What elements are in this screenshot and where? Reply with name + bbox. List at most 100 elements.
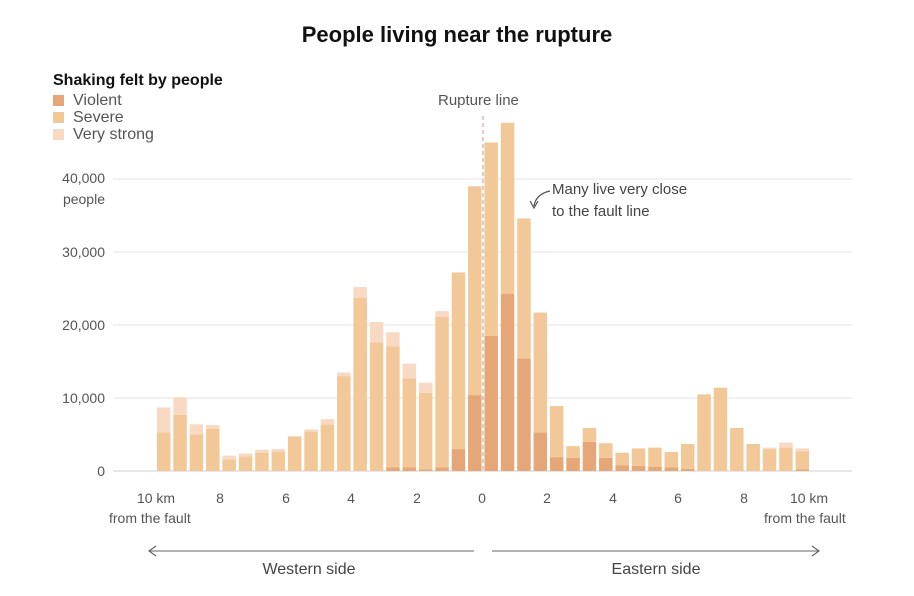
x-tick-east-2: 2 bbox=[543, 490, 551, 506]
bar-very-strong-12 bbox=[353, 287, 367, 298]
bar-very-strong-4 bbox=[222, 455, 236, 460]
x-unit-right: from the fault bbox=[764, 510, 846, 526]
bar-severe-8 bbox=[287, 436, 302, 471]
bar-violent-23 bbox=[533, 432, 548, 471]
chart-title: People living near the rupture bbox=[301, 22, 613, 47]
bar-very-strong-10 bbox=[320, 419, 335, 425]
bar-very-strong-16 bbox=[418, 382, 433, 393]
legend-swatch-violent bbox=[53, 95, 64, 106]
bar-violent-15 bbox=[402, 467, 417, 471]
callout-arrowhead bbox=[529, 200, 539, 210]
bar-violent-20 bbox=[484, 335, 498, 471]
bar-violent-39 bbox=[795, 469, 810, 471]
y-tick-10000: 10,000 bbox=[62, 390, 105, 406]
bar-severe-1 bbox=[173, 414, 187, 471]
bar-severe-33 bbox=[697, 394, 711, 471]
bar-severe-15 bbox=[402, 378, 417, 468]
x-tick-zero: 0 bbox=[478, 490, 486, 506]
callout-arrow-curve bbox=[533, 190, 551, 207]
bar-very-strong-15 bbox=[402, 363, 417, 379]
y-unit-label: people bbox=[62, 191, 105, 207]
bar-violent-14 bbox=[386, 467, 400, 471]
x-tick-west-2: 2 bbox=[413, 490, 421, 506]
bar-violent-22 bbox=[517, 358, 531, 471]
bar-violent-26 bbox=[582, 441, 597, 471]
bar-severe-29 bbox=[631, 448, 646, 466]
y-tick-20000: 20,000 bbox=[62, 317, 105, 333]
bar-severe-19 bbox=[468, 186, 482, 396]
bar-severe-39 bbox=[795, 451, 810, 470]
bar-violent-17 bbox=[435, 467, 449, 471]
bar-severe-20 bbox=[484, 142, 498, 336]
x-unit-left: from the fault bbox=[109, 510, 191, 526]
bar-severe-38 bbox=[779, 447, 793, 471]
x-tick-east-10: 10 km bbox=[789, 490, 829, 506]
bar-violent-16 bbox=[418, 469, 433, 471]
bar-severe-10 bbox=[320, 424, 335, 471]
bar-severe-4 bbox=[222, 459, 236, 471]
bar-violent-32 bbox=[680, 468, 695, 471]
bar-very-strong-14 bbox=[386, 332, 400, 347]
bar-severe-14 bbox=[386, 346, 400, 468]
bar-severe-22 bbox=[517, 218, 531, 359]
bar-severe-28 bbox=[615, 452, 629, 466]
bar-severe-2 bbox=[189, 434, 204, 471]
bar-violent-31 bbox=[664, 467, 679, 471]
bar-severe-27 bbox=[599, 443, 613, 458]
bar-severe-12 bbox=[353, 297, 367, 471]
bar-severe-32 bbox=[680, 443, 695, 469]
legend-swatch-severe bbox=[53, 112, 64, 123]
x-tick-west-10: 10 km bbox=[136, 490, 176, 506]
bar-severe-13 bbox=[369, 342, 384, 471]
bar-severe-37 bbox=[762, 449, 777, 471]
bar-severe-11 bbox=[337, 376, 351, 471]
bar-very-strong-9 bbox=[304, 429, 318, 432]
legend-swatch-very-strong bbox=[53, 129, 64, 140]
bar-severe-31 bbox=[664, 452, 679, 468]
bar-violent-24 bbox=[549, 457, 564, 471]
bar-severe-35 bbox=[730, 427, 744, 471]
western-arrowhead bbox=[147, 545, 157, 557]
legend-label-very-strong: Very strong bbox=[73, 126, 154, 143]
y-tick-30000: 30,000 bbox=[62, 244, 105, 260]
bar-violent-21 bbox=[500, 293, 515, 471]
bar-severe-6 bbox=[255, 452, 269, 471]
bar-severe-17 bbox=[435, 316, 449, 468]
bar-very-strong-38 bbox=[779, 442, 793, 448]
y-tick-0: 0 bbox=[97, 463, 105, 479]
legend-item-severe: Severe bbox=[53, 109, 223, 126]
bar-very-strong-5 bbox=[238, 453, 253, 457]
eastern-side-label: Eastern side bbox=[611, 561, 701, 578]
bar-very-strong-39 bbox=[795, 448, 810, 452]
bar-very-strong-8 bbox=[287, 435, 302, 437]
bar-severe-21 bbox=[500, 122, 515, 294]
bar-severe-34 bbox=[713, 387, 728, 471]
rupture-line-label: Rupture line bbox=[438, 92, 519, 109]
y-tick-40000: 40,000 bbox=[62, 170, 105, 186]
callout-line2: to the fault line bbox=[552, 203, 650, 220]
bar-very-strong-37 bbox=[762, 447, 777, 450]
bar-severe-18 bbox=[451, 272, 466, 450]
x-tick-west-8: 8 bbox=[216, 490, 224, 506]
bar-very-strong-17 bbox=[435, 311, 449, 317]
x-tick-west-4: 4 bbox=[347, 490, 355, 506]
bar-severe-16 bbox=[418, 392, 433, 470]
bar-severe-23 bbox=[533, 312, 548, 433]
legend: Shaking felt by people Violent Severe Ve… bbox=[53, 72, 223, 143]
bar-severe-7 bbox=[271, 451, 286, 471]
bar-violent-30 bbox=[648, 466, 662, 471]
bar-severe-25 bbox=[566, 446, 580, 458]
bar-severe-9 bbox=[304, 431, 318, 471]
bar-very-strong-2 bbox=[189, 424, 204, 435]
bar-very-strong-6 bbox=[255, 449, 269, 453]
bar-violent-27 bbox=[599, 457, 613, 471]
x-tick-east-4: 4 bbox=[609, 490, 617, 506]
x-tick-east-6: 6 bbox=[674, 490, 682, 506]
legend-item-very-strong: Very strong bbox=[53, 126, 223, 143]
bar-severe-0 bbox=[156, 432, 171, 471]
bar-severe-3 bbox=[206, 428, 220, 471]
callout-line1: Many live very close bbox=[552, 181, 688, 198]
bar-very-strong-7 bbox=[271, 449, 286, 452]
bar-violent-18 bbox=[451, 449, 466, 471]
bar-very-strong-1 bbox=[173, 397, 187, 415]
